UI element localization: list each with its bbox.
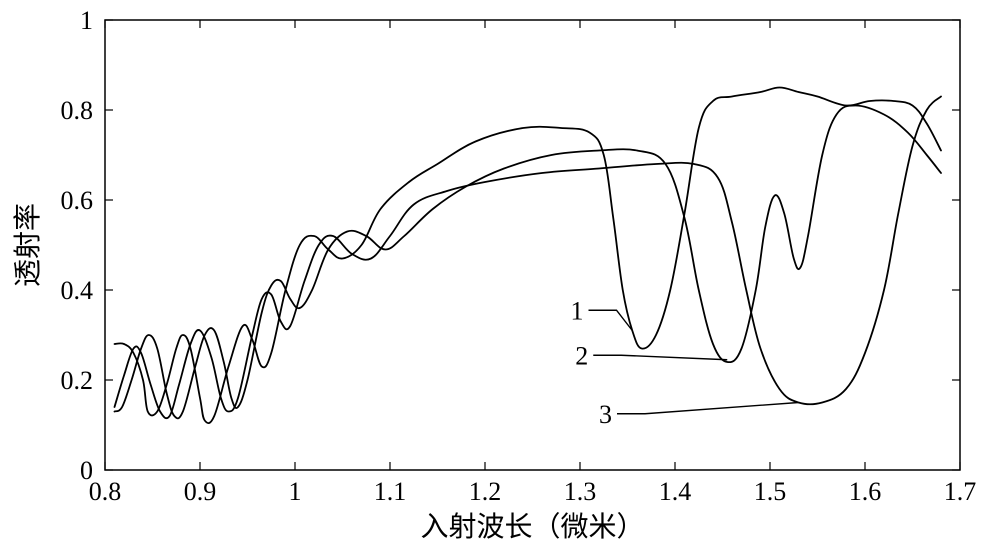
series-1 bbox=[115, 88, 942, 424]
y-tick-label: 1 bbox=[80, 6, 93, 35]
series-group bbox=[115, 88, 942, 424]
x-tick-label: 1.4 bbox=[659, 477, 692, 506]
x-tick-label: 1.5 bbox=[754, 477, 787, 506]
y-tick-label: 0.6 bbox=[61, 186, 94, 215]
series-3 bbox=[115, 97, 942, 419]
series-label-3: 3 bbox=[599, 400, 612, 429]
leader-line-2 bbox=[593, 355, 727, 360]
x-ticks: 0.8 0.9 1 1.1 1.2 1.3 1.4 1.5 1.6 1.7 bbox=[89, 20, 977, 506]
x-tick-label: 1.2 bbox=[469, 477, 502, 506]
x-tick-label: 1.1 bbox=[374, 477, 407, 506]
leader-line-3 bbox=[617, 403, 799, 414]
x-tick-label: 1.3 bbox=[564, 477, 597, 506]
chart-svg: 0.80.911.11.21.31.41.51.61.7 00.20.40.60… bbox=[0, 0, 1000, 555]
x-tick-label: 1.6 bbox=[849, 477, 882, 506]
series-label-2: 2 bbox=[575, 341, 588, 370]
x-axis-label: 入射波长（微米） bbox=[420, 511, 644, 543]
annotations: 1 2 3 bbox=[571, 296, 799, 429]
y-ticks: 0 0.2 0.4 0.6 0.8 1 bbox=[61, 6, 961, 485]
y-tick-label: 0.2 bbox=[61, 366, 94, 395]
transmittance-chart: 0.80.911.11.21.31.41.51.61.7 00.20.40.60… bbox=[0, 0, 1000, 555]
x-tick-label: 1.7 bbox=[944, 477, 977, 506]
x-tick-label: 0.9 bbox=[184, 477, 217, 506]
series-label-1: 1 bbox=[571, 296, 584, 325]
y-tick-label: 0 bbox=[80, 456, 93, 485]
x-tick-label: 1 bbox=[289, 477, 302, 506]
y-tick-label: 0.4 bbox=[61, 276, 94, 305]
series-2 bbox=[115, 106, 942, 419]
leader-line-1 bbox=[589, 310, 633, 330]
x-tick-label: 0.8 bbox=[89, 477, 122, 506]
y-axis-label: 透射率 bbox=[12, 203, 44, 287]
y-tick-label: 0.8 bbox=[61, 96, 94, 125]
